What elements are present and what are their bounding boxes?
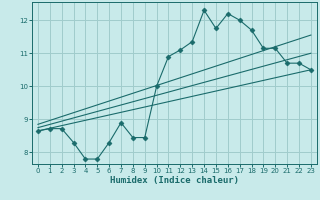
X-axis label: Humidex (Indice chaleur): Humidex (Indice chaleur) bbox=[110, 176, 239, 185]
